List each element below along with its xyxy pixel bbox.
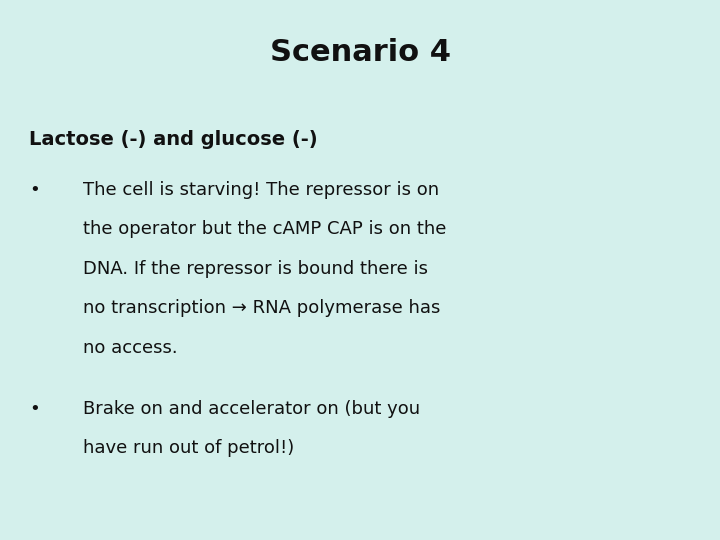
Text: •: • bbox=[29, 181, 40, 199]
Text: have run out of petrol!): have run out of petrol!) bbox=[83, 439, 294, 457]
Text: no access.: no access. bbox=[83, 339, 177, 356]
Text: no transcription → RNA polymerase has: no transcription → RNA polymerase has bbox=[83, 299, 440, 317]
Text: Brake on and accelerator on (but you: Brake on and accelerator on (but you bbox=[83, 400, 420, 417]
Text: •: • bbox=[29, 400, 40, 417]
Text: Lactose (-) and glucose (-): Lactose (-) and glucose (-) bbox=[29, 130, 318, 148]
Text: The cell is starving! The repressor is on: The cell is starving! The repressor is o… bbox=[83, 181, 439, 199]
Text: Scenario 4: Scenario 4 bbox=[269, 38, 451, 67]
Text: DNA. If the repressor is bound there is: DNA. If the repressor is bound there is bbox=[83, 260, 428, 278]
Text: the operator but the cAMP CAP is on the: the operator but the cAMP CAP is on the bbox=[83, 220, 446, 238]
